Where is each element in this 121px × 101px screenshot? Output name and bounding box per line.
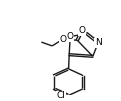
Text: O: O bbox=[59, 35, 66, 44]
Text: O: O bbox=[67, 32, 74, 41]
Text: O: O bbox=[79, 26, 86, 35]
Text: N: N bbox=[95, 38, 102, 47]
Text: Cl: Cl bbox=[56, 91, 65, 100]
